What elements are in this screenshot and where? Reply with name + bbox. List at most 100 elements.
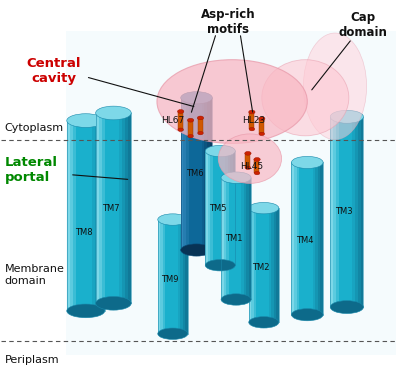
Bar	[116, 113, 119, 303]
Ellipse shape	[181, 92, 212, 104]
Bar	[180, 220, 183, 334]
Text: TM3: TM3	[335, 207, 353, 217]
Ellipse shape	[254, 157, 260, 161]
Ellipse shape	[291, 156, 323, 168]
Bar	[163, 220, 165, 334]
Bar	[194, 98, 197, 250]
Bar	[208, 151, 210, 265]
Bar	[110, 113, 114, 303]
Bar	[79, 121, 83, 311]
Bar	[233, 151, 235, 265]
Ellipse shape	[249, 317, 279, 328]
Bar	[122, 113, 125, 303]
Bar	[271, 208, 274, 322]
Bar	[125, 113, 128, 303]
Bar	[158, 220, 160, 334]
Bar	[223, 151, 225, 265]
Bar	[213, 151, 215, 265]
Bar	[249, 112, 254, 129]
Bar	[185, 220, 188, 334]
Bar	[226, 178, 229, 299]
Bar	[66, 31, 397, 354]
Bar	[312, 162, 315, 315]
Bar	[318, 162, 320, 315]
Bar	[191, 98, 194, 250]
Bar	[291, 162, 323, 315]
Text: HL23: HL23	[242, 116, 266, 125]
Ellipse shape	[188, 134, 193, 138]
Bar	[274, 208, 276, 322]
Bar	[67, 121, 105, 311]
Bar	[178, 112, 183, 130]
Ellipse shape	[249, 110, 255, 114]
Bar	[229, 178, 231, 299]
Bar	[236, 178, 239, 299]
Bar	[220, 151, 223, 265]
Bar	[353, 117, 355, 307]
Bar	[205, 151, 235, 265]
Ellipse shape	[181, 244, 212, 256]
Bar	[310, 162, 312, 315]
Ellipse shape	[258, 117, 265, 121]
Bar	[245, 153, 251, 168]
Bar	[307, 162, 310, 315]
Bar	[336, 117, 339, 307]
Text: TM9: TM9	[161, 275, 179, 284]
Ellipse shape	[330, 301, 364, 314]
Text: TM4: TM4	[296, 236, 313, 245]
Bar	[183, 98, 186, 250]
Bar	[251, 208, 254, 322]
Bar	[239, 178, 241, 299]
Bar	[228, 151, 230, 265]
Bar	[302, 162, 304, 315]
Bar	[261, 208, 264, 322]
Ellipse shape	[245, 151, 251, 155]
Bar	[86, 121, 89, 311]
Bar	[256, 208, 259, 322]
Bar	[181, 98, 212, 250]
Bar	[95, 121, 98, 311]
Bar	[320, 162, 323, 315]
Ellipse shape	[262, 60, 349, 136]
Bar	[244, 178, 246, 299]
Bar	[361, 117, 364, 307]
Bar	[178, 220, 180, 334]
Bar	[297, 162, 299, 315]
Bar	[98, 121, 102, 311]
Bar	[218, 151, 220, 265]
Text: Central
cavity: Central cavity	[27, 57, 81, 85]
Bar	[96, 113, 98, 303]
Bar	[241, 178, 244, 299]
Text: HL67: HL67	[161, 116, 185, 125]
Text: Periplasm: Periplasm	[5, 355, 59, 365]
Bar	[181, 98, 183, 250]
Bar	[183, 220, 185, 334]
Bar	[119, 113, 122, 303]
Text: Membrane
domain: Membrane domain	[5, 264, 65, 285]
Ellipse shape	[198, 131, 203, 135]
Bar	[315, 162, 318, 315]
Bar	[114, 113, 116, 303]
Bar	[128, 113, 131, 303]
Ellipse shape	[177, 110, 184, 113]
Bar	[165, 220, 168, 334]
Bar	[189, 98, 191, 250]
Bar	[199, 98, 202, 250]
Ellipse shape	[157, 60, 307, 143]
Bar	[73, 121, 76, 311]
Bar	[291, 162, 294, 315]
Ellipse shape	[218, 134, 281, 183]
Bar	[276, 208, 279, 322]
Bar	[158, 220, 188, 334]
Bar	[102, 121, 105, 311]
Bar	[355, 117, 358, 307]
Bar	[210, 151, 213, 265]
Ellipse shape	[330, 110, 364, 123]
Bar	[96, 113, 131, 303]
Bar	[350, 117, 353, 307]
Bar	[70, 121, 73, 311]
Text: TM2: TM2	[252, 262, 270, 272]
Bar	[175, 220, 178, 334]
Bar	[168, 220, 170, 334]
Bar	[205, 151, 208, 265]
